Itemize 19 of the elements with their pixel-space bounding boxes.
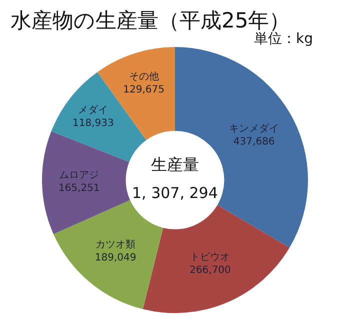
donut-slice: [53, 200, 164, 310]
slice-label: その他: [128, 70, 159, 83]
donut-slice: [42, 131, 130, 234]
slice-label: キンメダイ: [229, 122, 280, 134]
data-label: 266,700: [190, 265, 231, 276]
data-label: 189,049: [94, 252, 136, 264]
slice-label: ムロアジ: [59, 170, 100, 182]
data-label: 165,251: [58, 183, 100, 194]
text: 生産量: [151, 155, 199, 174]
chart-title: 水産物の生産量（平成25年）: [10, 8, 290, 32]
slice-label: トビウオ: [190, 252, 230, 264]
donut-slice: [142, 205, 290, 314]
chart-subtitle: 単位：kg: [254, 31, 313, 47]
slice-label: カツオ類: [96, 238, 136, 250]
text: 1, 307, 294: [132, 184, 218, 202]
data-label: 118,933: [72, 118, 114, 129]
data-label: 129,675: [123, 84, 164, 96]
data-label: 437,686: [233, 136, 275, 148]
slice-label: メダイ: [78, 104, 108, 116]
